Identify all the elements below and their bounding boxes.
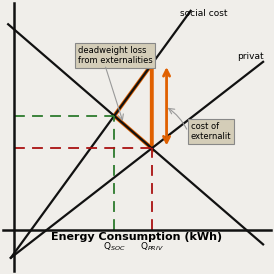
Text: cost of
externalit: cost of externalit (191, 122, 231, 141)
Text: Q$_{SOC}$: Q$_{SOC}$ (103, 240, 125, 253)
Text: deadweight loss
from externalities: deadweight loss from externalities (78, 46, 153, 65)
Text: privat: privat (238, 52, 264, 61)
X-axis label: Energy Consumption (kWh): Energy Consumption (kWh) (52, 232, 222, 242)
Text: Q$_{PRIV}$: Q$_{PRIV}$ (140, 240, 164, 253)
Text: social cost: social cost (180, 10, 227, 18)
